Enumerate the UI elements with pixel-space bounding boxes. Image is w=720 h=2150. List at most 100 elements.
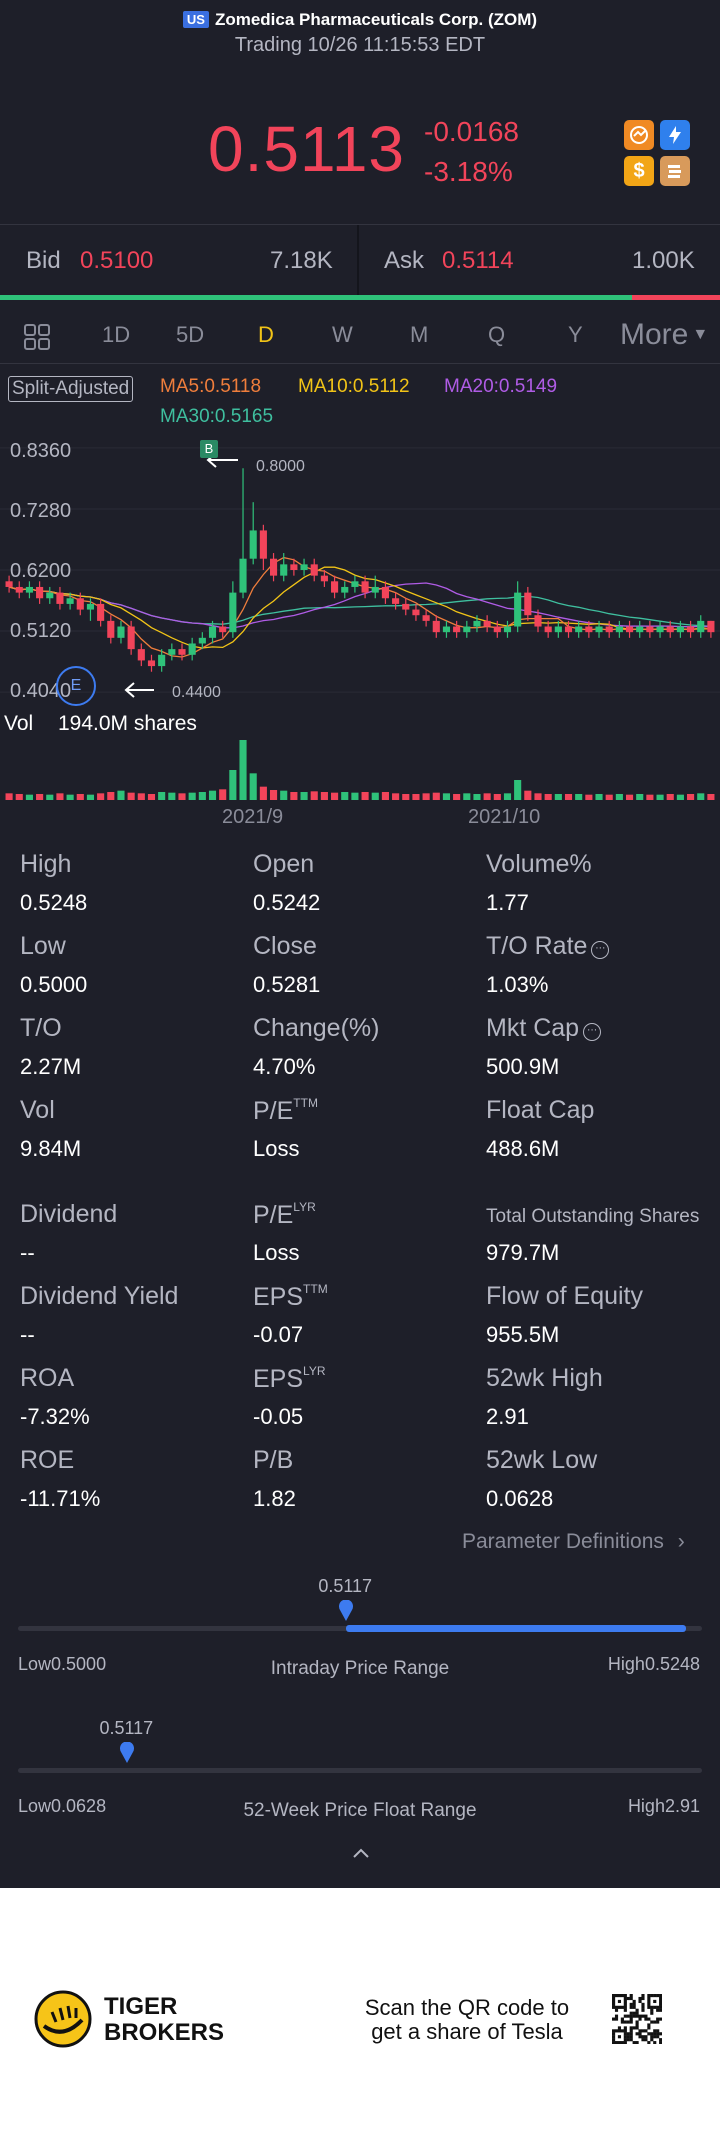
candle-body — [66, 598, 74, 604]
candle-body — [453, 626, 461, 633]
week52-low: Low0.0628 — [18, 1796, 107, 1816]
candle-body — [697, 620, 705, 633]
stat-label: T/O — [20, 1014, 62, 1043]
candle-body — [5, 581, 13, 587]
buy-marker[interactable]: B — [200, 440, 218, 458]
ma30-label: MA30:0.5165 — [160, 406, 274, 427]
more-button[interactable]: More ▼ — [620, 318, 708, 352]
stat-label-text: ROA — [20, 1364, 75, 1392]
volume-bar — [554, 794, 562, 800]
stat-value: 1.82 — [253, 1486, 296, 1511]
qr-code-icon[interactable] — [612, 1994, 662, 2044]
volume-bar — [402, 794, 410, 800]
stat-label-text: P/B — [253, 1446, 294, 1474]
volume-bar — [381, 792, 389, 800]
info-icon[interactable]: ⋯ — [591, 941, 610, 959]
stat-label-text: Volume% — [486, 850, 592, 878]
tab-m[interactable]: M — [410, 322, 429, 347]
tab-1d[interactable]: 1D — [102, 322, 131, 347]
options-icon[interactable] — [624, 120, 654, 150]
volume-bar — [188, 792, 196, 800]
books-icon[interactable] — [660, 156, 690, 186]
candle-body — [249, 530, 257, 559]
stat-label-text: EPS — [253, 1365, 304, 1393]
trading-status: Trading 10/26 11:15:53 EDT — [234, 34, 486, 56]
parameter-definitions-link[interactable]: Parameter Definitions › — [462, 1530, 685, 1554]
stat-label: ROA — [20, 1364, 74, 1393]
stat-label-text: Dividend Yield — [20, 1282, 179, 1310]
intraday-range-label: Intraday Price Range — [270, 1658, 450, 1679]
stat-label: Dividend Yield — [20, 1282, 178, 1311]
stat-label-superscript: LYR — [293, 1200, 316, 1214]
qr-caption-line-1: Scan the QR code to — [364, 1995, 570, 2020]
volume-bar — [280, 790, 288, 800]
tab-q[interactable]: Q — [488, 322, 506, 347]
volume-bar — [310, 791, 318, 800]
volume-bar — [320, 792, 328, 800]
brand-line-1: TIGER — [104, 1993, 178, 2020]
candle-body — [687, 626, 695, 633]
candle-body — [381, 586, 389, 599]
candlestick-chart[interactable] — [0, 430, 720, 810]
candle-body — [107, 620, 115, 638]
volume-bar — [544, 794, 552, 800]
market-badge: US — [182, 11, 209, 28]
volume-bar — [269, 790, 278, 800]
candle-body — [259, 530, 267, 559]
week52-high: High2.91 — [627, 1796, 700, 1816]
candle-body — [280, 564, 288, 576]
week52-range-label: 52-Week Price Float Range — [243, 1800, 477, 1821]
tab-y[interactable]: Y — [568, 322, 583, 347]
candle-body — [351, 581, 359, 587]
stat-label: Change(%) — [253, 1014, 379, 1043]
volume-bar — [239, 740, 247, 800]
volume-bar — [36, 794, 44, 800]
last-price: 0.5113 — [208, 113, 405, 185]
stat-value: 955.5M — [486, 1322, 560, 1347]
x-tick-sep: 2021/9 — [222, 806, 284, 828]
period-tabs: 1D 5D D W M Q Y More ▼ — [0, 308, 720, 364]
candle-body — [412, 609, 420, 616]
stat-label-text: ROE — [20, 1446, 75, 1474]
volume-bar — [697, 793, 705, 800]
stat-value: 0.5248 — [20, 890, 88, 915]
candle-body — [646, 626, 654, 633]
volume-bar — [707, 794, 715, 800]
tab-w[interactable]: W — [332, 322, 353, 347]
candle-body — [422, 615, 430, 621]
stat-label-text: EPS — [253, 1283, 304, 1311]
min-price-annotation: 0.4400 — [172, 684, 221, 701]
earnings-marker[interactable]: E — [56, 666, 96, 706]
tab-d[interactable]: D — [258, 322, 274, 347]
candle-body — [310, 564, 318, 576]
stat-label: EPSLYR — [253, 1364, 325, 1394]
stat-label-text: Close — [253, 932, 317, 960]
stat-label: Open — [253, 850, 314, 879]
candle-body — [137, 649, 145, 661]
flash-icon[interactable] — [660, 120, 690, 150]
dollar-icon[interactable]: $ — [624, 156, 654, 186]
split-adjusted-toggle[interactable]: Split-Adjusted — [8, 376, 134, 402]
candle-body — [188, 643, 196, 655]
volume-bar — [15, 794, 23, 800]
stat-value: 979.7M — [486, 1240, 560, 1265]
volume-bar — [636, 794, 644, 800]
stat-label-text: High — [20, 850, 72, 878]
bid-ask-panel: Bid 0.5100 7.18K Ask 0.5114 1.00K — [0, 224, 720, 297]
grid-icon[interactable] — [22, 322, 52, 357]
stat-value: Loss — [253, 1136, 300, 1161]
stat-value: 4.70% — [253, 1054, 316, 1079]
volume-bar — [137, 793, 145, 800]
candle-body — [585, 626, 593, 633]
caret-down-icon: ▼ — [692, 326, 709, 343]
tab-5d[interactable]: 5D — [176, 322, 205, 347]
candle-body — [564, 626, 573, 633]
volume-bar — [351, 792, 359, 800]
candle-body — [473, 620, 481, 627]
collapse-chevron-icon[interactable] — [352, 1846, 370, 1864]
parameter-definitions-label: Parameter Definitions — [462, 1530, 664, 1553]
price-change-percent: -3.18% — [424, 156, 513, 187]
bid-size: 7.18K — [270, 247, 333, 274]
info-icon[interactable]: ⋯ — [583, 1023, 602, 1041]
stat-label-text: T/O Rate — [486, 932, 588, 960]
